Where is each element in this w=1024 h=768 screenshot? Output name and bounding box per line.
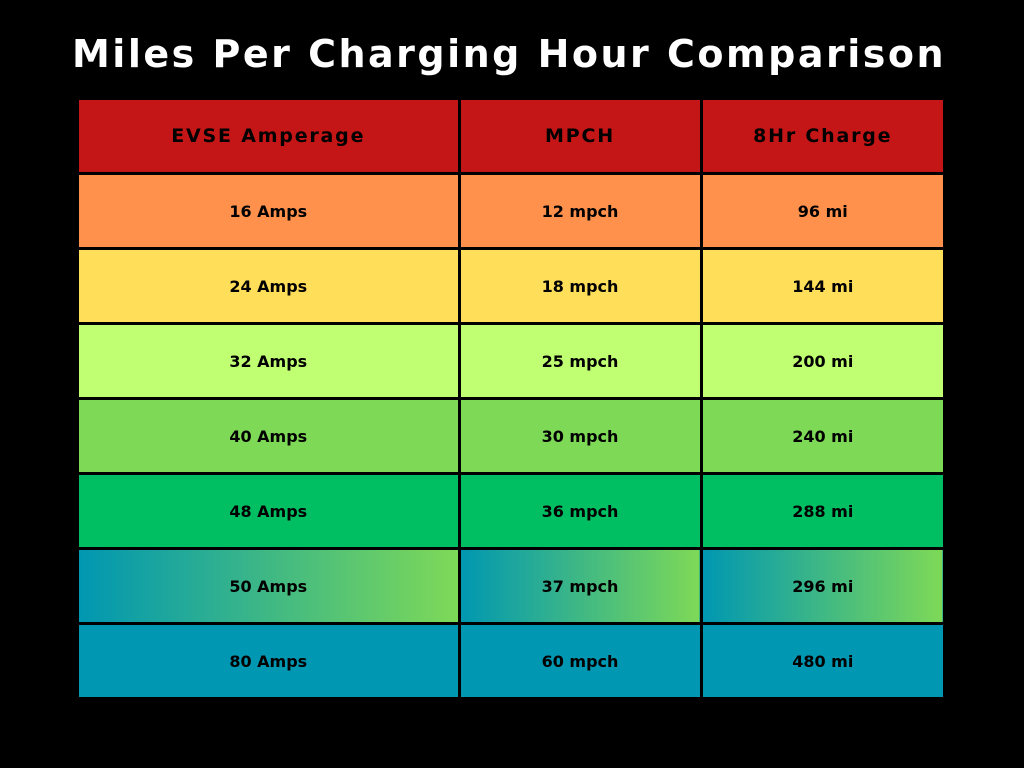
cell-8hr-charge: 200 mi	[699, 322, 943, 400]
cell-mpch: 60 mpch	[457, 622, 703, 697]
cell-8hr-charge: 240 mi	[699, 397, 943, 475]
comparison-table: EVSE Amperage MPCH 8Hr Charge 16 Amps 12…	[79, 100, 943, 697]
cell-8hr-charge: 288 mi	[699, 472, 943, 550]
cell-mpch: 25 mpch	[457, 322, 703, 400]
cell-amperage: 50 Amps	[79, 547, 461, 625]
cell-mpch: 18 mpch	[457, 247, 703, 325]
cell-amperage: 16 Amps	[79, 172, 461, 250]
table-row: 32 Amps 25 mpch 200 mi	[79, 322, 943, 400]
cell-mpch: 12 mpch	[457, 172, 703, 250]
table-row: 16 Amps 12 mpch 96 mi	[79, 172, 943, 250]
cell-mpch: 36 mpch	[457, 472, 703, 550]
table-row: 48 Amps 36 mpch 288 mi	[79, 472, 943, 550]
cell-amperage: 48 Amps	[79, 472, 461, 550]
chart-title: Miles Per Charging Hour Comparison	[71, 32, 947, 76]
cell-mpch: 37 mpch	[457, 547, 703, 625]
cell-8hr-charge: 96 mi	[699, 172, 943, 250]
cell-mpch: 30 mpch	[457, 397, 703, 475]
cell-amperage: 40 Amps	[79, 397, 461, 475]
table-row: 24 Amps 18 mpch 144 mi	[79, 247, 943, 325]
table-row: 50 Amps 37 mpch 296 mi	[79, 547, 943, 625]
column-header-evse-amperage: EVSE Amperage	[79, 100, 461, 175]
cell-8hr-charge: 480 mi	[699, 622, 943, 697]
cell-8hr-charge: 144 mi	[699, 247, 943, 325]
cell-amperage: 80 Amps	[79, 622, 461, 697]
cell-8hr-charge: 296 mi	[699, 547, 943, 625]
column-header-8hr-charge: 8Hr Charge	[699, 100, 943, 175]
column-header-mpch: MPCH	[457, 100, 703, 175]
table-row: 40 Amps 30 mpch 240 mi	[79, 397, 943, 475]
table-row: 80 Amps 60 mpch 480 mi	[79, 622, 943, 697]
header-row: EVSE Amperage MPCH 8Hr Charge	[79, 100, 943, 175]
cell-amperage: 24 Amps	[79, 247, 461, 325]
cell-amperage: 32 Amps	[79, 322, 461, 400]
